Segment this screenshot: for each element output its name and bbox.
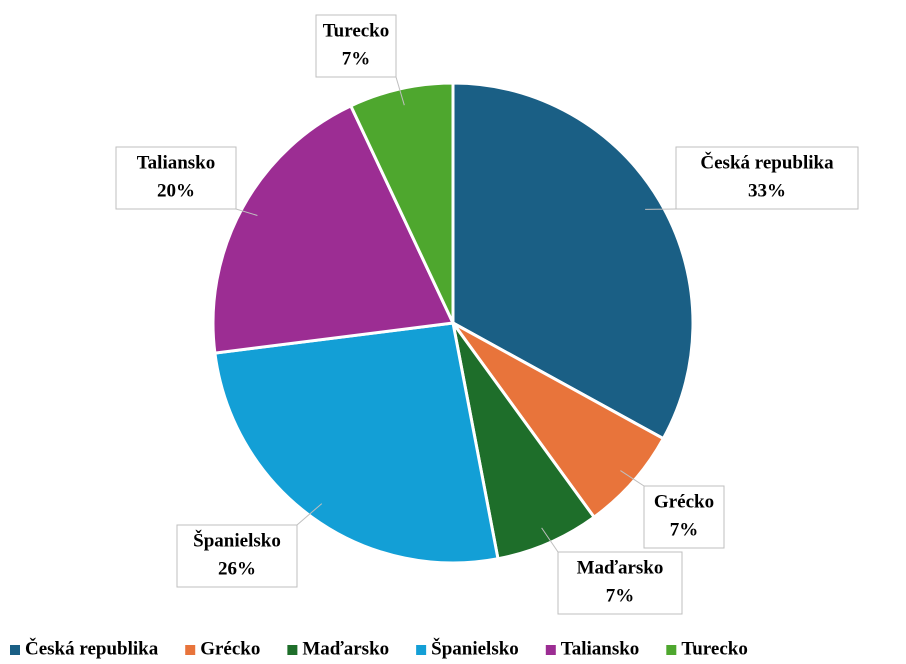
- legend-marker: [666, 645, 677, 655]
- leader-line: [541, 527, 559, 553]
- legend-label: Česká republika: [25, 637, 159, 659]
- data-label-name: Grécko: [654, 491, 714, 512]
- data-label-value: 7%: [670, 519, 699, 540]
- label-box: [315, 14, 397, 78]
- pie-slice: [211, 103, 456, 355]
- legend-marker: [545, 645, 556, 655]
- data-label-name: Česká republika: [700, 151, 834, 173]
- legend-label: Turecko: [681, 638, 748, 659]
- label-box: [643, 485, 725, 549]
- data-label-value: 7%: [342, 48, 371, 69]
- data-label-value: 33%: [748, 180, 786, 201]
- legend-label: Grécko: [200, 638, 260, 659]
- leader-line: [296, 503, 323, 526]
- legend-label: Taliansko: [561, 638, 640, 659]
- pie-slice: [451, 81, 695, 441]
- data-label-name: Maďarsko: [577, 557, 664, 578]
- legend-label: Maďarsko: [302, 638, 389, 659]
- leader-line: [395, 76, 405, 106]
- data-label-name: Turecko: [323, 20, 390, 41]
- legend-label: Španielsko: [431, 637, 519, 659]
- leader-line: [620, 470, 645, 487]
- data-label-name: Taliansko: [137, 152, 216, 173]
- pie-slice: [213, 321, 500, 565]
- legend-marker: [10, 645, 20, 655]
- label-box: [557, 551, 683, 615]
- label-box: [115, 146, 237, 210]
- data-label-name: Španielsko: [193, 529, 281, 551]
- label-box: [176, 524, 298, 588]
- legend-marker: [185, 645, 196, 655]
- data-label-value: 20%: [157, 180, 195, 201]
- leader-line: [235, 208, 258, 216]
- pie-slice: [451, 321, 666, 520]
- legend-marker: [287, 645, 298, 655]
- pie-slice: [348, 81, 455, 324]
- legend-marker: [416, 645, 427, 655]
- data-label-value: 26%: [218, 558, 256, 579]
- data-label-value: 7%: [606, 585, 635, 606]
- pie-slice: [451, 322, 597, 561]
- label-box: [675, 146, 859, 210]
